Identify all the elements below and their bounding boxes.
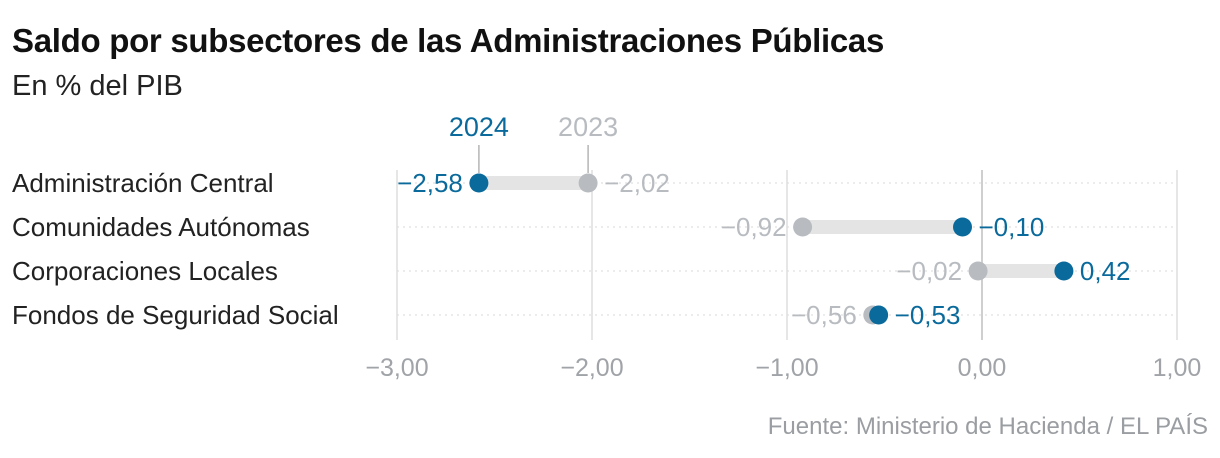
legend-label-2023: 2023 (558, 112, 618, 142)
dot-2023 (968, 261, 988, 281)
chart-title: Saldo por subsectores de las Administrac… (12, 22, 885, 59)
value-label-2023: −0,56 (791, 300, 857, 330)
chart-subtitle: En % del PIB (12, 70, 183, 102)
x-tick-label: −3,00 (365, 354, 428, 382)
value-label-2023: −0,02 (896, 256, 962, 286)
value-label-2024: 0,42 (1080, 256, 1131, 286)
source-note: Fuente: Ministerio de Hacienda / EL PAÍS (767, 413, 1208, 440)
value-label-2024: −2,58 (397, 168, 463, 198)
dot-2023 (578, 173, 598, 193)
category-label: Corporaciones Locales (12, 256, 278, 286)
x-tick-label: 1,00 (1153, 354, 1202, 382)
dot-2024 (953, 217, 972, 237)
dot-2024 (469, 173, 489, 193)
dot-2024 (1054, 261, 1074, 281)
category-label: Fondos de Seguridad Social (12, 300, 339, 330)
dot-2024 (869, 305, 889, 325)
category-label: Administración Central (12, 168, 274, 198)
x-tick-label: −2,00 (560, 354, 623, 382)
category-label: Comunidades Autónomas (12, 212, 310, 242)
dot-2023 (793, 217, 813, 237)
x-tick-label: 0,00 (958, 354, 1007, 382)
value-label-2024: −0,53 (895, 300, 961, 330)
value-label-2023: −2,02 (604, 168, 670, 198)
legend-label-2024: 2024 (449, 112, 509, 142)
x-tick-label: −1,00 (755, 354, 818, 382)
value-label-2024: −0,10 (979, 212, 1045, 242)
value-label-2023: −0,92 (721, 212, 787, 242)
